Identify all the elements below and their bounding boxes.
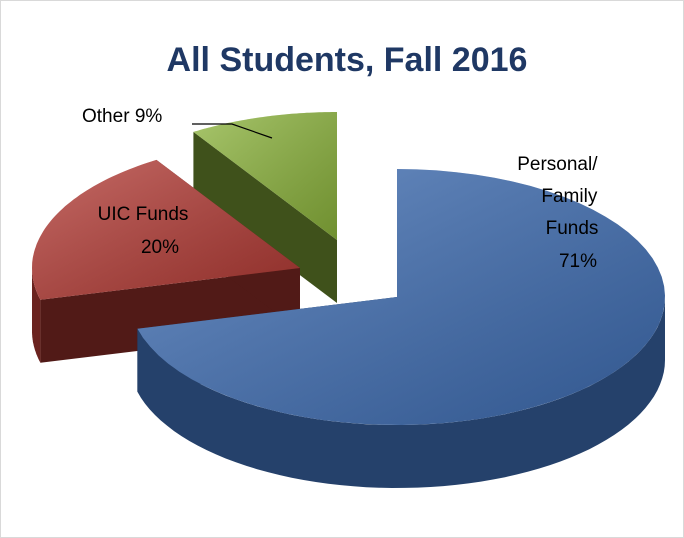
category-label-line: Family [541, 186, 602, 207]
value-label: 9% [135, 106, 163, 127]
value-label: 20% [141, 237, 179, 258]
slice-top-shade [193, 112, 337, 240]
category-label: Personal/ Family Funds [517, 154, 603, 239]
slice [32, 159, 301, 363]
slice-outer-wall [137, 297, 665, 488]
category-label: Other [82, 106, 130, 127]
slice-side-face [40, 268, 301, 363]
category-label-line: Funds [546, 218, 599, 239]
slice-top-shade [137, 169, 665, 425]
slice-top-shade [32, 159, 300, 300]
chart-title: All Students, Fall 2016 [167, 41, 528, 79]
leader-line [192, 123, 273, 139]
slice-side-face [193, 131, 337, 303]
data-label: Other 9% [82, 106, 162, 127]
labels: Personal/ Family Funds 71% UIC Funds 20% Oth… [82, 106, 603, 272]
slice [137, 169, 665, 488]
value-label: 71% [559, 251, 597, 272]
category-label: UIC Funds [98, 204, 189, 225]
pie [32, 112, 665, 488]
category-label-line: Personal/ [517, 154, 603, 175]
slice [193, 112, 337, 303]
slice-outer-wall [32, 268, 41, 363]
